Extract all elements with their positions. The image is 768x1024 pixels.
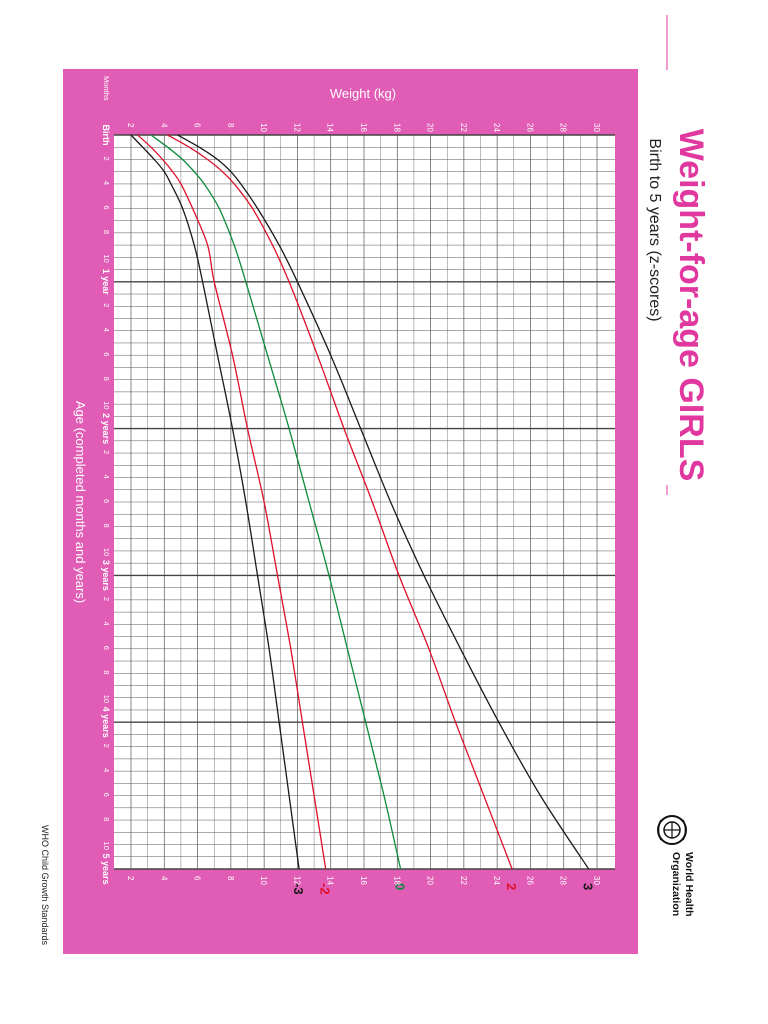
who-name-line2: Organization [670, 852, 682, 916]
year-label: 2 years [101, 413, 111, 444]
series-lines: 320-2-3 [130, 134, 596, 895]
months-corner-label: Months [102, 76, 111, 101]
page-title: Weight-for-age GIRLS [672, 129, 710, 482]
weight-tick-label: 20 [426, 876, 435, 885]
footer-text: WHO Child Growth Standards [40, 825, 50, 946]
month-tick-label: 8 [102, 230, 111, 234]
weight-tick-label: 12 [292, 876, 301, 885]
month-tick-label: 4 [102, 475, 111, 479]
tick-labels: 2244668810101212141416161818202022222424… [101, 123, 601, 885]
month-tick-label: 6 [102, 793, 111, 797]
weight-tick-label: 6 [193, 876, 202, 881]
weight-tick-label: 18 [392, 123, 401, 132]
z-score-line-minus3 [130, 134, 300, 870]
z-score-label: -3 [291, 883, 306, 895]
weight-tick-label: 12 [292, 123, 301, 132]
grid [114, 134, 615, 870]
z-score-line-0 [150, 134, 402, 870]
weight-tick-label: 26 [525, 876, 534, 885]
weight-tick-label: 4 [159, 876, 168, 881]
weight-tick-label: 24 [492, 123, 501, 132]
weight-tick-label: 14 [326, 123, 335, 132]
month-tick-label: 10 [102, 695, 111, 703]
month-tick-label: 6 [102, 646, 111, 650]
weight-tick-label: 30 [592, 876, 601, 885]
month-tick-label: 8 [102, 817, 111, 821]
x-axis-title: Age (completed months and years) [73, 401, 88, 603]
month-tick-label: 4 [102, 181, 111, 185]
month-tick-label: 8 [102, 523, 111, 527]
weight-tick-label: 6 [193, 123, 202, 128]
month-tick-label: 8 [102, 670, 111, 674]
weight-tick-label: 24 [492, 876, 501, 885]
weight-tick-label: 16 [359, 123, 368, 132]
month-tick-label: 6 [102, 205, 111, 209]
month-tick-label: 10 [102, 254, 111, 262]
month-tick-label: 8 [102, 377, 111, 381]
month-tick-label: 6 [102, 499, 111, 503]
weight-tick-label: 4 [159, 123, 168, 128]
month-tick-label: 2 [102, 303, 111, 307]
year-label: 1 year [101, 269, 111, 296]
weight-tick-label: 18 [392, 876, 401, 885]
z-score-label: 3 [581, 883, 596, 890]
month-tick-label: 4 [102, 768, 111, 772]
weight-tick-label: 2 [126, 876, 135, 881]
month-tick-label: 2 [102, 450, 111, 454]
weight-tick-label: 8 [226, 123, 235, 128]
year-label: Birth [101, 125, 111, 146]
weight-tick-label: 10 [259, 123, 268, 132]
weight-tick-label: 28 [559, 876, 568, 885]
who-logo [657, 815, 687, 845]
year-label: 3 years [101, 560, 111, 591]
month-tick-label: 2 [102, 156, 111, 160]
z-score-line-3 [177, 134, 590, 870]
weight-tick-label: 14 [326, 876, 335, 885]
weight-tick-label: 28 [559, 123, 568, 132]
weight-tick-label: 20 [426, 123, 435, 132]
z-score-line-2 [167, 134, 513, 870]
y-axis-title: Weight (kg) [330, 86, 396, 101]
weight-tick-label: 10 [259, 876, 268, 885]
weight-tick-label: 26 [525, 123, 534, 132]
weight-tick-label: 22 [459, 876, 468, 885]
month-tick-label: 10 [102, 842, 111, 850]
page-subtitle: Birth to 5 years (z-scores) [646, 138, 663, 321]
z-score-label: 0 [393, 883, 408, 890]
month-tick-label: 2 [102, 597, 111, 601]
weight-tick-label: 22 [459, 123, 468, 132]
month-tick-label: 6 [102, 352, 111, 356]
z-score-label: -2 [318, 883, 333, 895]
month-tick-label: 4 [102, 621, 111, 625]
weight-tick-label: 8 [226, 876, 235, 881]
month-tick-label: 4 [102, 328, 111, 332]
weight-tick-label: 30 [592, 123, 601, 132]
year-label: 4 years [101, 707, 111, 738]
month-tick-label: 2 [102, 744, 111, 748]
weight-tick-label: 2 [126, 123, 135, 128]
weight-tick-label: 16 [359, 876, 368, 885]
year-label: 5 years [101, 853, 111, 884]
z-score-label: 2 [504, 883, 519, 890]
who-name-line1: World Health [683, 852, 695, 917]
month-tick-label: 10 [102, 401, 111, 409]
month-tick-label: 10 [102, 548, 111, 556]
z-score-line-minus2 [137, 134, 327, 870]
